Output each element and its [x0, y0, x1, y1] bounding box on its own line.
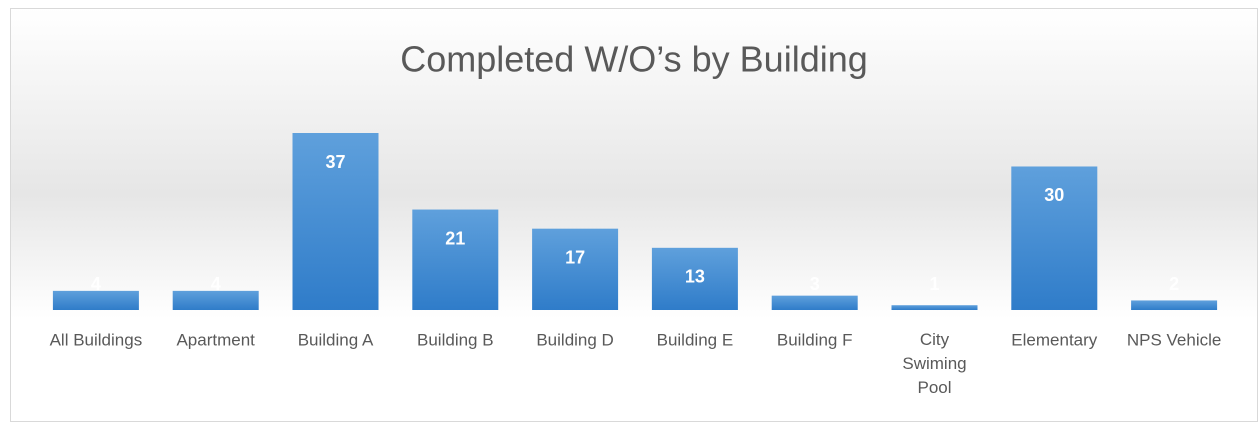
bar — [532, 228, 619, 310]
x-tick-label: All Buildings — [50, 330, 143, 349]
data-label: 17 — [565, 247, 585, 267]
x-tick-label: Building B — [417, 330, 494, 349]
chart-title: Completed W/O’s by Building — [400, 39, 868, 80]
bar — [172, 290, 259, 310]
x-tick-label: Building A — [298, 330, 374, 349]
bar — [292, 133, 379, 310]
x-tick-label: Apartment — [176, 330, 255, 349]
data-label: 3 — [810, 274, 820, 294]
bar — [412, 209, 499, 310]
data-label: 13 — [685, 267, 705, 287]
x-tick-label: Building E — [657, 330, 734, 349]
x-tick-label: Elementary — [1011, 330, 1097, 349]
data-label: 4 — [91, 274, 101, 294]
x-tick-label: Building F — [777, 330, 853, 349]
bar — [651, 247, 738, 310]
data-label: 37 — [325, 152, 345, 172]
x-tick-label: City Swiming Pool — [902, 330, 966, 397]
data-label: 1 — [929, 274, 939, 294]
bar — [771, 295, 858, 310]
bar — [1131, 300, 1218, 310]
data-label: 30 — [1044, 185, 1064, 205]
bar — [1011, 166, 1098, 310]
data-label: 21 — [445, 228, 465, 248]
bar — [52, 290, 139, 310]
bar — [891, 305, 978, 310]
data-label: 4 — [211, 274, 221, 294]
x-tick-label: NPS Vehicle — [1127, 330, 1222, 349]
x-tick-label: Building D — [536, 330, 614, 349]
data-label: 2 — [1169, 274, 1179, 294]
